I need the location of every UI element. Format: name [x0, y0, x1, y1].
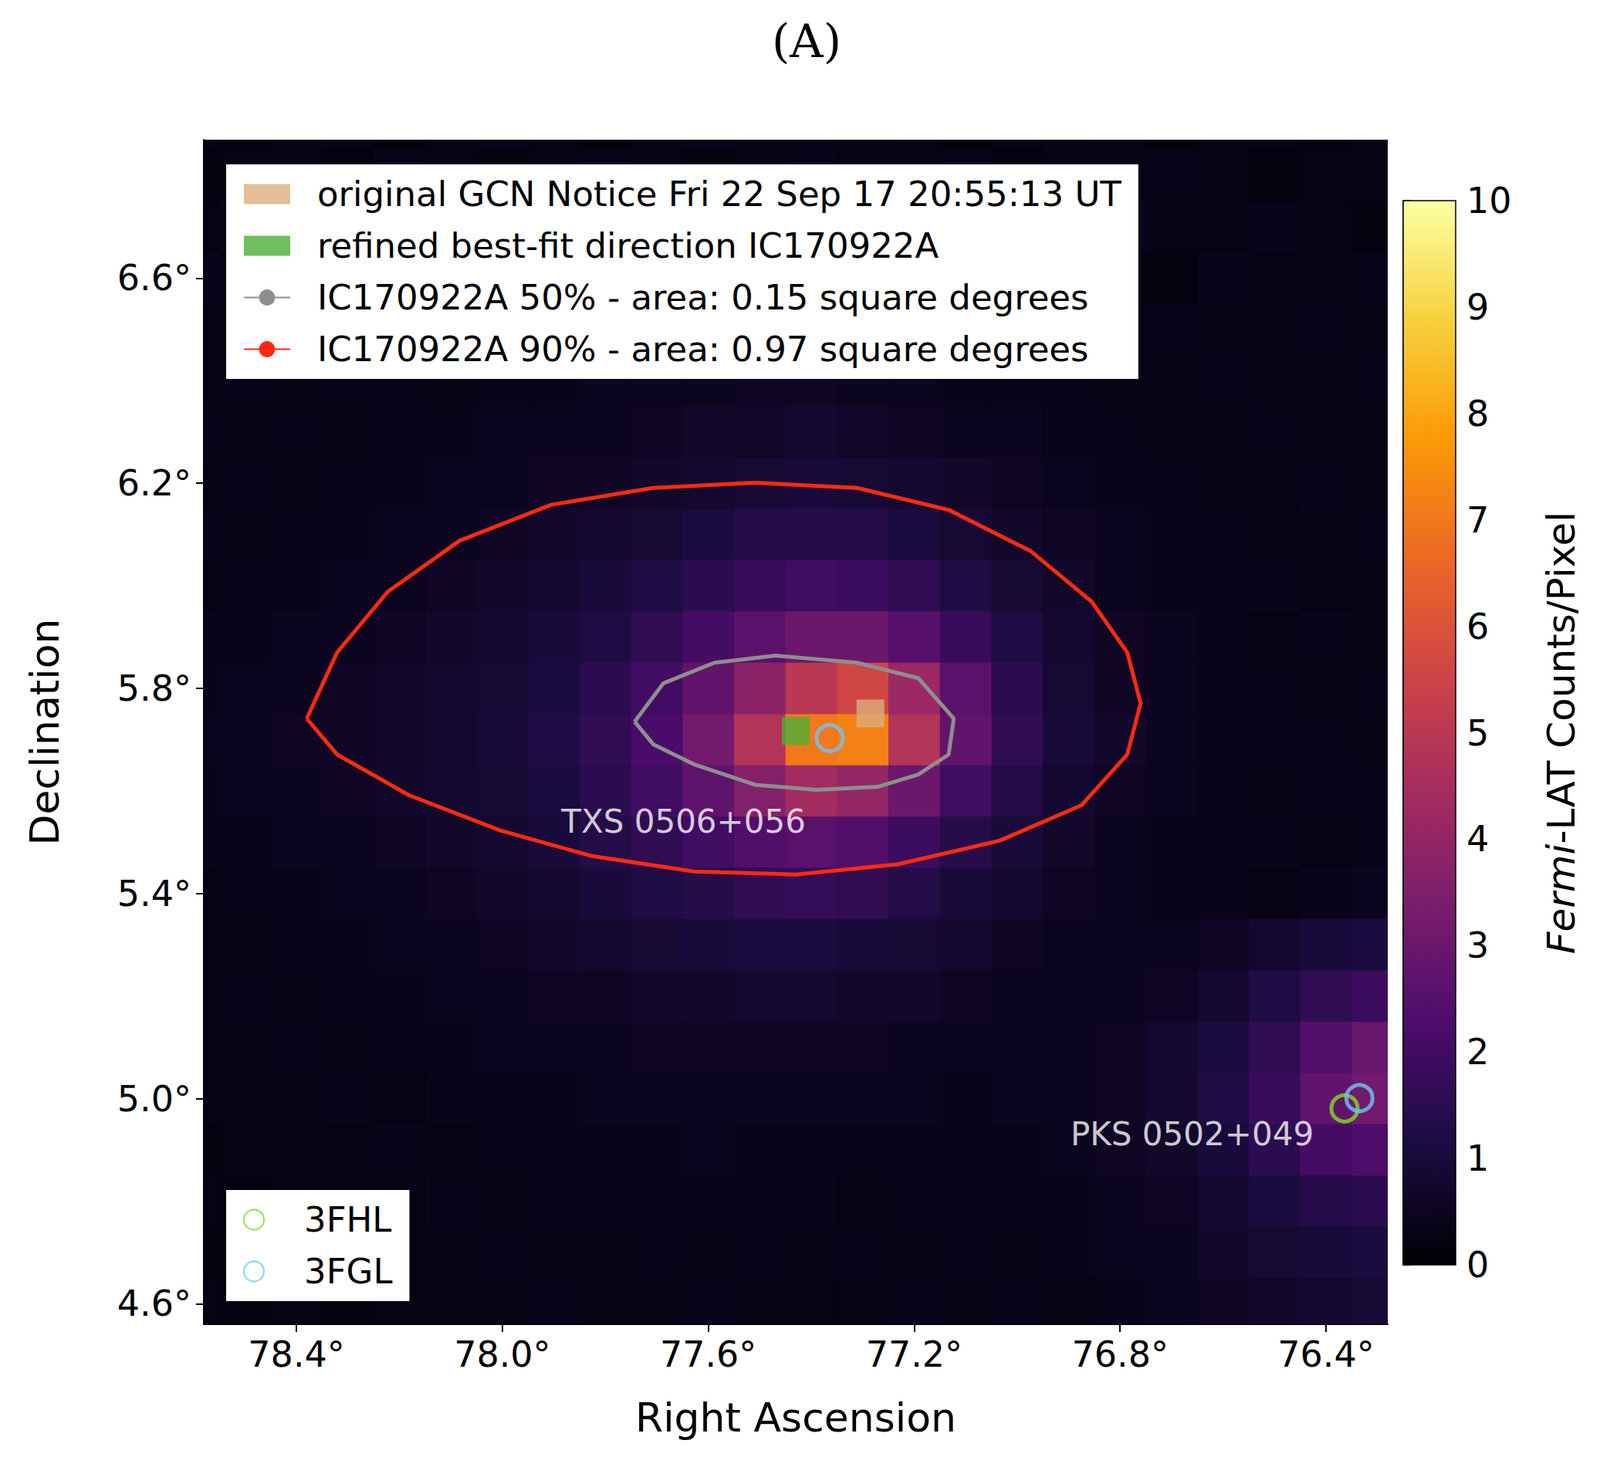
svg-text:Fermi: Fermi	[1539, 843, 1584, 954]
svg-text:4.6°: 4.6°	[117, 1282, 192, 1325]
svg-text:4: 4	[1466, 818, 1489, 860]
svg-text:77.2°: 77.2°	[865, 1333, 963, 1376]
svg-text:78.4°: 78.4°	[247, 1333, 345, 1376]
svg-text:PKS 0502+049: PKS 0502+049	[1070, 1115, 1314, 1154]
svg-text:3: 3	[1466, 924, 1489, 967]
svg-text:Declination: Declination	[21, 619, 68, 846]
svg-text:1: 1	[1466, 1137, 1489, 1180]
svg-text:5.4°: 5.4°	[117, 872, 192, 915]
svg-text:6.6°: 6.6°	[117, 257, 192, 299]
svg-text:IC170922A 50% - area: 0.15 squ: IC170922A 50% - area: 0.15 square degree…	[317, 277, 1090, 318]
svg-text:5.0°: 5.0°	[117, 1078, 192, 1120]
svg-text:77.6°: 77.6°	[659, 1333, 757, 1376]
svg-text:-LAT Counts/Pixel: -LAT Counts/Pixel	[1539, 511, 1584, 845]
svg-text:10: 10	[1466, 179, 1513, 222]
svg-text:5: 5	[1466, 712, 1489, 755]
svg-text:6.2°: 6.2°	[117, 462, 192, 505]
svg-text:(A): (A)	[771, 13, 842, 68]
svg-text:refined best-fit direction IC1: refined best-fit direction IC170922A	[317, 225, 939, 267]
svg-text:76.8°: 76.8°	[1071, 1333, 1168, 1376]
svg-text:8: 8	[1466, 392, 1489, 435]
svg-text:78.0°: 78.0°	[453, 1333, 551, 1376]
svg-text:9: 9	[1466, 286, 1489, 329]
svg-text:7: 7	[1466, 499, 1489, 542]
svg-text:2: 2	[1466, 1031, 1489, 1073]
svg-text:Right Ascension: Right Ascension	[635, 1394, 957, 1442]
svg-text:3FHL: 3FHL	[304, 1199, 392, 1241]
svg-text:TXS 0506+056: TXS 0506+056	[560, 802, 806, 841]
svg-text:0: 0	[1466, 1244, 1489, 1286]
svg-text:original GCN Notice Fri 22 Sep: original GCN Notice Fri 22 Sep 17 20:55:…	[317, 173, 1122, 215]
svg-text:6: 6	[1466, 605, 1489, 648]
svg-text:76.4°: 76.4°	[1277, 1333, 1374, 1376]
svg-text:IC170922A 90% - area: 0.97 squ: IC170922A 90% - area: 0.97 square degree…	[317, 328, 1090, 370]
svg-text:5.8°: 5.8°	[117, 667, 192, 710]
svg-text:3FGL: 3FGL	[304, 1251, 393, 1293]
